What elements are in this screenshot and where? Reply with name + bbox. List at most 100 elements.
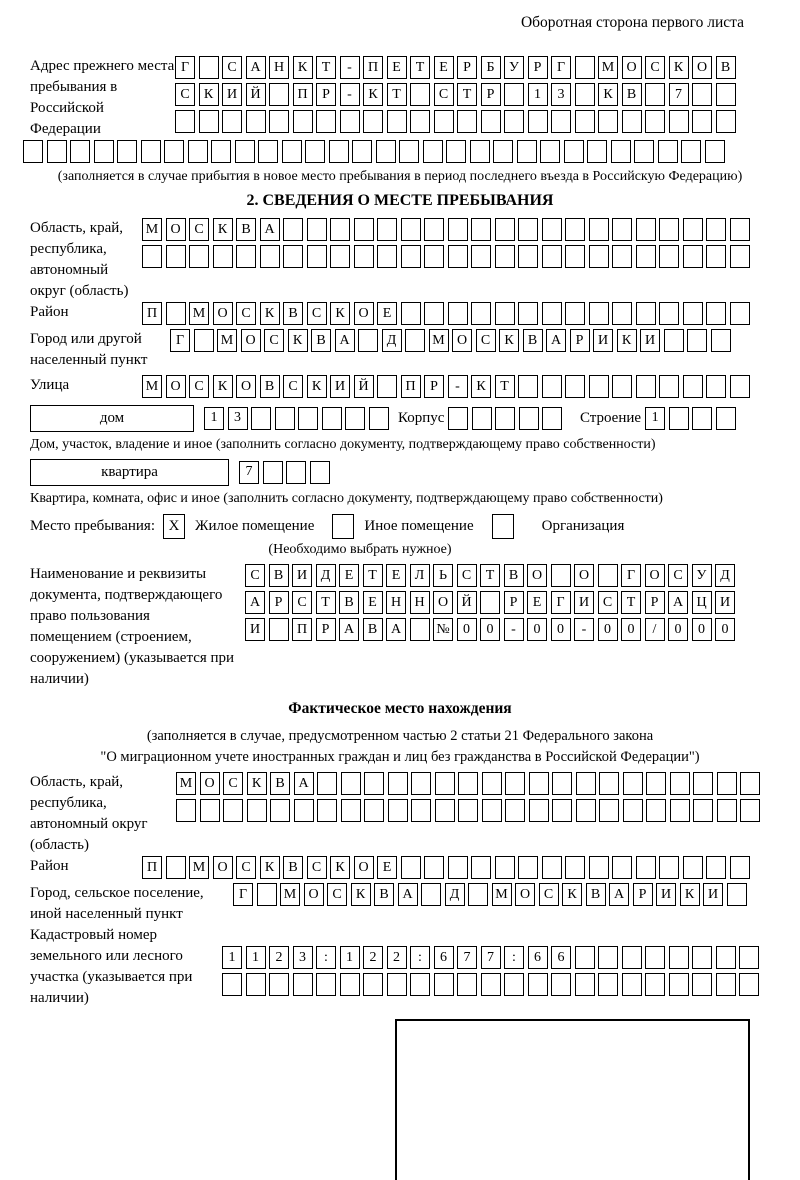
char-box[interactable]: В xyxy=(236,218,256,241)
char-box[interactable]: О xyxy=(353,856,374,879)
char-box[interactable] xyxy=(621,973,642,996)
char-box[interactable] xyxy=(293,799,314,822)
char-box[interactable] xyxy=(481,799,502,822)
char-box[interactable] xyxy=(610,140,631,163)
char-box[interactable] xyxy=(458,799,478,822)
char-box[interactable] xyxy=(682,245,703,268)
char-box[interactable] xyxy=(281,140,302,163)
char-box[interactable]: В xyxy=(621,83,642,106)
char-box[interactable] xyxy=(706,218,726,241)
char-box[interactable] xyxy=(471,406,492,430)
char-box[interactable]: М xyxy=(142,218,162,241)
char-box[interactable] xyxy=(480,591,500,614)
char-box[interactable]: М xyxy=(491,883,512,906)
char-box[interactable]: 1 xyxy=(245,946,266,969)
char-box[interactable]: / xyxy=(644,618,665,641)
char-box[interactable]: И xyxy=(593,329,613,352)
char-box[interactable]: 0 xyxy=(550,618,571,641)
char-box[interactable] xyxy=(321,406,342,430)
char-box[interactable] xyxy=(598,110,618,133)
char-box[interactable] xyxy=(565,218,585,241)
char-box[interactable] xyxy=(706,302,726,325)
char-box[interactable] xyxy=(193,329,214,352)
char-box[interactable]: 0 xyxy=(668,618,688,641)
char-box[interactable]: В xyxy=(311,329,331,352)
char-box[interactable] xyxy=(305,140,325,163)
char-box[interactable]: С xyxy=(645,56,665,79)
char-box[interactable] xyxy=(599,799,619,822)
char-box[interactable] xyxy=(574,973,595,996)
char-box[interactable] xyxy=(23,140,43,163)
char-box[interactable]: О xyxy=(574,564,594,587)
char-box[interactable] xyxy=(340,772,361,795)
char-box[interactable]: А xyxy=(245,591,265,614)
char-box[interactable] xyxy=(729,218,750,241)
char-box[interactable] xyxy=(481,772,502,795)
char-box[interactable] xyxy=(446,140,466,163)
char-box[interactable] xyxy=(715,83,736,106)
char-box[interactable] xyxy=(345,406,365,430)
char-box[interactable] xyxy=(424,856,444,879)
char-box[interactable]: О xyxy=(236,375,256,398)
char-box[interactable] xyxy=(330,218,350,241)
char-box[interactable]: Л xyxy=(409,564,430,587)
char-box[interactable]: С xyxy=(264,329,284,352)
char-box[interactable]: Т xyxy=(316,56,336,79)
char-box[interactable] xyxy=(377,218,397,241)
char-box[interactable]: М xyxy=(280,883,300,906)
char-box[interactable]: М xyxy=(598,56,618,79)
char-box[interactable] xyxy=(434,772,455,795)
char-box[interactable] xyxy=(377,375,397,398)
char-box[interactable]: Р xyxy=(569,329,590,352)
organization-checkbox[interactable] xyxy=(491,513,514,539)
char-box[interactable] xyxy=(646,772,666,795)
char-box[interactable] xyxy=(468,883,488,906)
char-box[interactable]: К xyxy=(259,302,280,325)
char-box[interactable]: 2 xyxy=(269,946,289,969)
char-box[interactable] xyxy=(262,460,283,484)
char-box[interactable]: Т xyxy=(410,56,430,79)
char-box[interactable] xyxy=(309,460,330,484)
char-box[interactable]: В xyxy=(503,564,524,587)
char-box[interactable]: Н xyxy=(409,591,430,614)
char-box[interactable]: 0 xyxy=(480,618,500,641)
char-box[interactable] xyxy=(259,245,280,268)
char-box[interactable] xyxy=(258,140,278,163)
char-box[interactable]: А xyxy=(293,772,314,795)
char-box[interactable] xyxy=(352,140,372,163)
char-box[interactable] xyxy=(574,946,595,969)
char-box[interactable] xyxy=(693,772,713,795)
char-box[interactable] xyxy=(447,218,468,241)
char-box[interactable]: Е xyxy=(362,591,383,614)
char-box[interactable] xyxy=(236,245,256,268)
char-box[interactable]: К xyxy=(562,883,582,906)
char-box[interactable]: И xyxy=(330,375,350,398)
char-box[interactable] xyxy=(687,329,707,352)
char-box[interactable] xyxy=(622,772,643,795)
char-box[interactable] xyxy=(165,302,186,325)
char-box[interactable] xyxy=(729,245,750,268)
char-box[interactable]: О xyxy=(452,329,472,352)
char-box[interactable]: Й xyxy=(456,591,477,614)
char-box[interactable] xyxy=(387,772,408,795)
char-box[interactable] xyxy=(692,946,712,969)
char-box[interactable] xyxy=(386,973,407,996)
char-box[interactable]: О xyxy=(621,56,642,79)
house-field[interactable]: дом xyxy=(30,404,194,432)
char-box[interactable] xyxy=(316,973,336,996)
apartment-field[interactable]: квартира xyxy=(30,458,229,486)
char-box[interactable] xyxy=(410,973,430,996)
char-box[interactable] xyxy=(729,375,750,398)
char-box[interactable]: 7 xyxy=(668,83,689,106)
char-box[interactable] xyxy=(646,799,666,822)
char-box[interactable]: 6 xyxy=(551,946,571,969)
char-box[interactable]: Т xyxy=(457,83,477,106)
char-box[interactable]: В xyxy=(259,375,280,398)
char-box[interactable] xyxy=(400,302,421,325)
char-box[interactable] xyxy=(140,140,161,163)
char-box[interactable]: 1 xyxy=(339,946,360,969)
char-box[interactable] xyxy=(222,973,242,996)
char-box[interactable]: М xyxy=(217,329,237,352)
char-box[interactable]: 0 xyxy=(597,618,618,641)
char-box[interactable] xyxy=(565,245,585,268)
